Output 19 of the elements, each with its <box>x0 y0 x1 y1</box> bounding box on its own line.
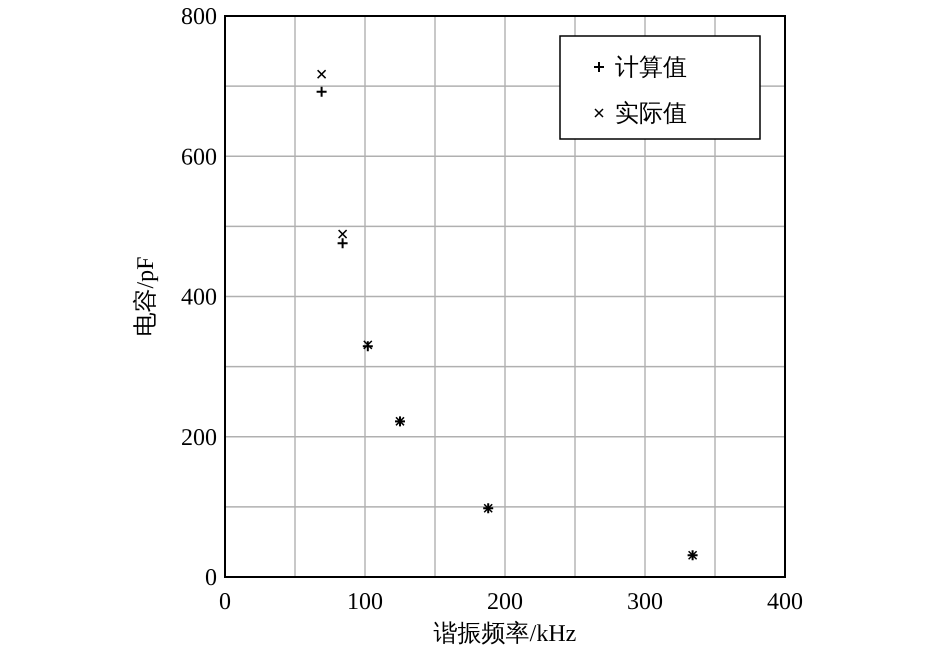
legend-label: 实际值 <box>615 100 687 127</box>
y-tick-label: 400 <box>181 284 217 310</box>
y-tick-label: 600 <box>181 144 217 170</box>
point <box>362 340 374 352</box>
x-tick-label: 400 <box>767 589 803 615</box>
y-tick-label: 200 <box>181 424 217 451</box>
point <box>363 340 373 350</box>
point <box>338 229 348 239</box>
point <box>316 86 328 98</box>
point <box>336 237 349 250</box>
point <box>316 69 326 79</box>
x-tick-label: 200 <box>487 589 523 615</box>
legend-label: 计算值 <box>615 55 687 81</box>
y-tick-label: 0 <box>205 565 217 591</box>
y-axis-title: 电容/pF <box>132 256 159 337</box>
y-tick-label: 800 <box>181 4 217 30</box>
x-tick-label: 100 <box>347 589 383 615</box>
x-axis-title: 谐振频率/kHz <box>434 620 576 647</box>
x-tick-label: 300 <box>627 589 663 615</box>
